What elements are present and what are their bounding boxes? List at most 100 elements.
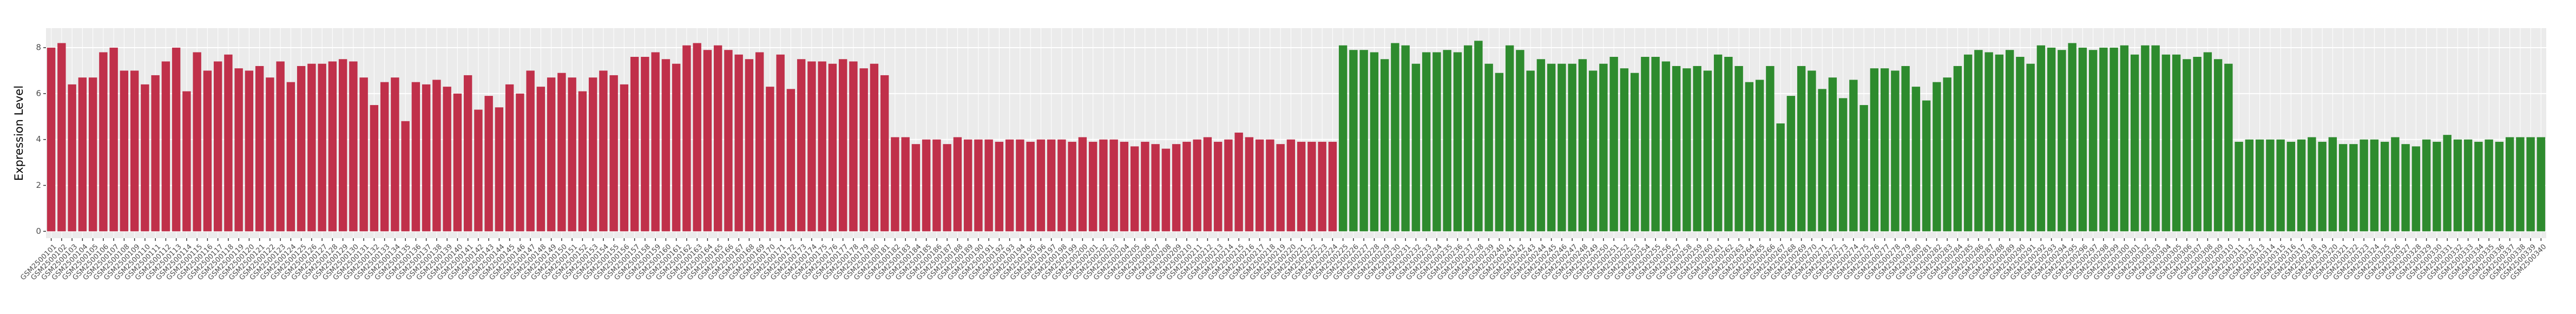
bar — [1286, 139, 1296, 232]
bar — [255, 66, 264, 232]
bar — [391, 77, 399, 232]
bar — [1026, 141, 1035, 232]
bar — [1641, 57, 1650, 232]
bar — [911, 144, 921, 232]
bar — [661, 59, 671, 232]
bar — [953, 137, 962, 232]
bar — [776, 54, 785, 232]
bar — [859, 68, 868, 232]
bar — [203, 70, 212, 232]
bar — [1234, 132, 1243, 232]
bar — [2026, 63, 2035, 232]
bar — [1693, 66, 1701, 232]
bar — [2328, 137, 2337, 232]
bar — [974, 139, 983, 232]
bar — [432, 80, 441, 232]
bar — [78, 77, 87, 232]
bar — [1724, 57, 1733, 232]
bar — [182, 91, 191, 232]
bar — [1255, 139, 1264, 232]
bar — [1359, 50, 1368, 232]
bar — [1953, 66, 1962, 232]
bar — [2141, 45, 2150, 232]
plot-panel — [46, 28, 2546, 238]
bar — [995, 141, 1004, 232]
bar — [1380, 59, 1389, 232]
bar — [453, 93, 462, 232]
bar — [2099, 48, 2108, 232]
bar — [245, 70, 254, 232]
bar — [2161, 54, 2171, 232]
bar — [588, 77, 597, 232]
bar — [1443, 50, 1451, 232]
bar — [2391, 137, 2400, 232]
bar — [1411, 63, 1421, 232]
bar — [2058, 50, 2066, 232]
bar — [1734, 66, 1743, 232]
y-tick-label: 2 — [36, 180, 41, 190]
bar — [2172, 54, 2181, 232]
bar — [578, 91, 587, 232]
bar — [672, 63, 681, 232]
bar — [2036, 45, 2046, 232]
bar — [922, 139, 931, 232]
bar — [870, 63, 879, 232]
bar — [318, 63, 326, 232]
bar — [266, 77, 274, 232]
bar — [349, 61, 358, 232]
bar — [2401, 144, 2410, 232]
bar — [1307, 141, 1316, 232]
bar — [2245, 139, 2254, 232]
bar — [891, 137, 899, 232]
bar — [536, 87, 546, 232]
bar — [797, 59, 806, 232]
bar — [1786, 96, 1796, 232]
y-tick-label: 6 — [36, 88, 41, 98]
bar — [1463, 45, 1473, 232]
bar — [505, 84, 514, 232]
bar — [2016, 57, 2025, 232]
bar — [2422, 139, 2431, 232]
bar — [2203, 52, 2212, 232]
bar — [2276, 139, 2285, 232]
bar — [1245, 137, 1254, 232]
bar — [1484, 63, 1493, 232]
bar — [2110, 48, 2118, 232]
bar — [745, 59, 754, 232]
bar — [370, 105, 379, 232]
bar — [1453, 52, 1462, 232]
bar — [1661, 61, 1671, 232]
bar — [2338, 144, 2348, 232]
bar — [1713, 54, 1723, 232]
bar — [2297, 139, 2306, 232]
bar — [2286, 141, 2296, 232]
bar — [1349, 50, 1358, 232]
bar — [2443, 135, 2452, 232]
bar — [1474, 41, 1483, 232]
bar — [599, 70, 608, 232]
bar — [130, 70, 139, 232]
bar — [2370, 139, 2379, 232]
bar — [1995, 54, 2004, 232]
bar — [1859, 105, 1868, 232]
bar — [2495, 141, 2504, 232]
bar — [557, 73, 566, 232]
bar — [1276, 144, 1285, 232]
bar — [141, 84, 149, 232]
bar — [943, 144, 951, 232]
bar — [1901, 66, 1910, 232]
bar — [1172, 144, 1181, 232]
bar — [286, 82, 295, 232]
bar — [1297, 141, 1306, 232]
bar — [88, 77, 97, 232]
bar — [1891, 70, 1900, 232]
bar — [620, 84, 629, 232]
bar — [2255, 139, 2264, 232]
bar — [1755, 80, 1764, 232]
bar — [807, 61, 816, 232]
bar — [1933, 82, 1941, 232]
bar — [1432, 52, 1441, 232]
bar — [1047, 139, 1056, 232]
bar — [568, 77, 576, 232]
